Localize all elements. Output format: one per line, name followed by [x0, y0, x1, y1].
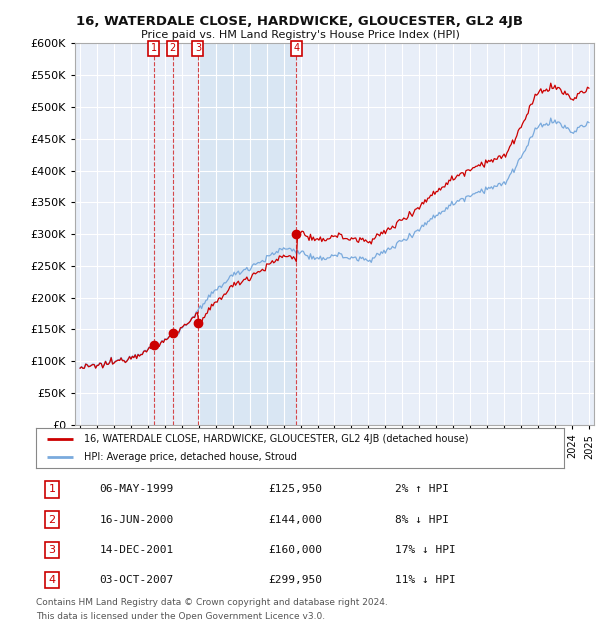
Text: 3: 3 [49, 545, 55, 555]
Text: 1: 1 [151, 43, 157, 53]
Text: 16, WATERDALE CLOSE, HARDWICKE, GLOUCESTER, GL2 4JB: 16, WATERDALE CLOSE, HARDWICKE, GLOUCEST… [77, 16, 523, 29]
Text: 2: 2 [48, 515, 55, 525]
Text: 2% ↑ HPI: 2% ↑ HPI [395, 484, 449, 494]
Bar [198, 43, 296, 425]
Text: 03-OCT-2007: 03-OCT-2007 [100, 575, 173, 585]
Text: 8% ↓ HPI: 8% ↓ HPI [395, 515, 449, 525]
Text: £160,000: £160,000 [268, 545, 322, 555]
Text: £299,950: £299,950 [268, 575, 322, 585]
Text: 14-DEC-2001: 14-DEC-2001 [100, 545, 173, 555]
Text: 2: 2 [169, 43, 176, 53]
Text: Contains HM Land Registry data © Crown copyright and database right 2024.: Contains HM Land Registry data © Crown c… [36, 598, 388, 608]
Text: 4: 4 [293, 43, 299, 53]
Text: Price paid vs. HM Land Registry's House Price Index (HPI): Price paid vs. HM Land Registry's House … [140, 30, 460, 40]
Text: 16, WATERDALE CLOSE, HARDWICKE, GLOUCESTER, GL2 4JB (detached house): 16, WATERDALE CLOSE, HARDWICKE, GLOUCEST… [83, 434, 468, 444]
Text: 1: 1 [49, 484, 55, 494]
Text: This data is licensed under the Open Government Licence v3.0.: This data is licensed under the Open Gov… [36, 612, 325, 620]
Text: HPI: Average price, detached house, Stroud: HPI: Average price, detached house, Stro… [83, 452, 296, 462]
Text: 3: 3 [195, 43, 201, 53]
Text: £125,950: £125,950 [268, 484, 322, 494]
Text: 4: 4 [48, 575, 55, 585]
Text: 06-MAY-1999: 06-MAY-1999 [100, 484, 173, 494]
Text: 16-JUN-2000: 16-JUN-2000 [100, 515, 173, 525]
Text: 11% ↓ HPI: 11% ↓ HPI [395, 575, 456, 585]
Text: 17% ↓ HPI: 17% ↓ HPI [395, 545, 456, 555]
Text: £144,000: £144,000 [268, 515, 322, 525]
